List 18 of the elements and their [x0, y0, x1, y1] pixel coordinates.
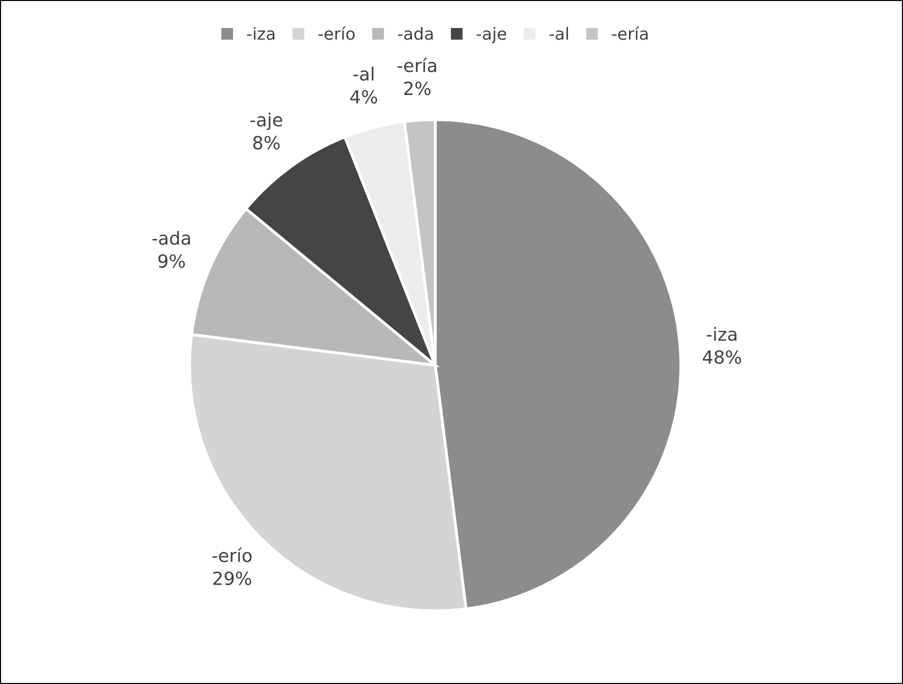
slice-label: -iza	[706, 326, 736, 341]
data-label: 48%	[702, 350, 742, 364]
legend-label: -al	[549, 27, 568, 40]
data-label: 29%	[213, 572, 252, 586]
slice-label: -al	[353, 66, 374, 81]
legend-label: -ada	[398, 27, 433, 40]
legend-label: -iza	[247, 27, 274, 40]
slice-label: -aje	[250, 112, 282, 130]
data-label: 9%	[158, 254, 185, 268]
data-label: 4%	[350, 90, 378, 104]
legend-label: -erío	[318, 26, 355, 40]
legend-label: -ería	[612, 26, 648, 40]
data-label: 8%	[253, 136, 280, 150]
legend-label: -aje	[476, 27, 506, 44]
slice-label: -ería	[398, 58, 436, 72]
slice-label: -ada	[152, 230, 190, 245]
slice-label: -erío	[212, 547, 252, 562]
data-label: 2%	[404, 82, 431, 96]
